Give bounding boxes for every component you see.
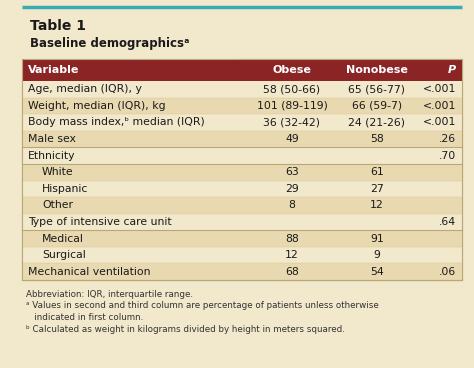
Text: 88: 88 (285, 234, 299, 244)
Text: 29: 29 (285, 184, 299, 194)
Text: .64: .64 (439, 217, 456, 227)
Bar (22, 131, 462, 147)
Text: .26: .26 (439, 134, 456, 144)
Text: 12: 12 (285, 250, 299, 260)
Text: P: P (448, 65, 456, 75)
Text: Obese: Obese (273, 65, 311, 75)
Text: 63: 63 (285, 167, 299, 177)
Text: Other: Other (42, 200, 73, 210)
Text: 58: 58 (370, 134, 384, 144)
Text: .06: .06 (439, 267, 456, 277)
Text: ᵃ Values in second and third column are percentage of patients unless otherwise: ᵃ Values in second and third column are … (26, 301, 379, 311)
Text: 65 (56-77): 65 (56-77) (348, 84, 405, 94)
Text: 49: 49 (285, 134, 299, 144)
Text: <.001: <.001 (423, 101, 456, 111)
Text: 27: 27 (370, 184, 384, 194)
Text: 61: 61 (370, 167, 384, 177)
Text: Hispanic: Hispanic (42, 184, 88, 194)
Text: Table 1: Table 1 (30, 19, 86, 33)
Bar (22, 114, 462, 131)
Text: Male sex: Male sex (28, 134, 76, 144)
Bar (22, 180, 462, 197)
Text: Body mass index,ᵇ median (IQR): Body mass index,ᵇ median (IQR) (28, 117, 205, 127)
Text: 24 (21-26): 24 (21-26) (348, 117, 405, 127)
Text: <.001: <.001 (423, 117, 456, 127)
Text: 58 (50-66): 58 (50-66) (264, 84, 320, 94)
Bar (22, 81, 462, 98)
Text: Type of intensive care unit: Type of intensive care unit (28, 217, 172, 227)
Text: Mechanical ventilation: Mechanical ventilation (28, 267, 151, 277)
Bar (22, 59, 462, 280)
Bar (22, 230, 462, 247)
Text: Medical: Medical (42, 234, 84, 244)
Text: 54: 54 (370, 267, 384, 277)
Text: Surgical: Surgical (42, 250, 86, 260)
Text: 12: 12 (370, 200, 384, 210)
Bar (22, 147, 462, 164)
Text: Age, median (IQR), y: Age, median (IQR), y (28, 84, 142, 94)
Text: Nonobese: Nonobese (346, 65, 408, 75)
Text: ᵇ Calculated as weight in kilograms divided by height in meters squared.: ᵇ Calculated as weight in kilograms divi… (26, 325, 345, 333)
Bar (22, 197, 462, 214)
Text: 101 (89-119): 101 (89-119) (256, 101, 328, 111)
Bar (22, 263, 462, 280)
Text: Variable: Variable (28, 65, 79, 75)
Text: .70: .70 (439, 151, 456, 160)
Text: 9: 9 (374, 250, 381, 260)
Text: <.001: <.001 (423, 84, 456, 94)
Text: 68: 68 (285, 267, 299, 277)
Text: Baseline demographicsᵃ: Baseline demographicsᵃ (30, 37, 190, 50)
Bar (22, 59, 462, 81)
Bar (22, 164, 462, 180)
FancyBboxPatch shape (16, 0, 238, 63)
Text: 36 (32-42): 36 (32-42) (264, 117, 320, 127)
Bar (22, 214, 462, 230)
Text: indicated in first column.: indicated in first column. (26, 313, 143, 322)
Text: 91: 91 (370, 234, 384, 244)
Text: 66 (59-7): 66 (59-7) (352, 101, 402, 111)
Bar (22, 98, 462, 114)
Bar (22, 59, 462, 280)
Text: Ethnicity: Ethnicity (28, 151, 75, 160)
Text: Abbreviation: IQR, interquartile range.: Abbreviation: IQR, interquartile range. (26, 290, 193, 299)
Text: Weight, median (IQR), kg: Weight, median (IQR), kg (28, 101, 165, 111)
Text: 8: 8 (289, 200, 295, 210)
Bar (22, 247, 462, 263)
Text: White: White (42, 167, 73, 177)
